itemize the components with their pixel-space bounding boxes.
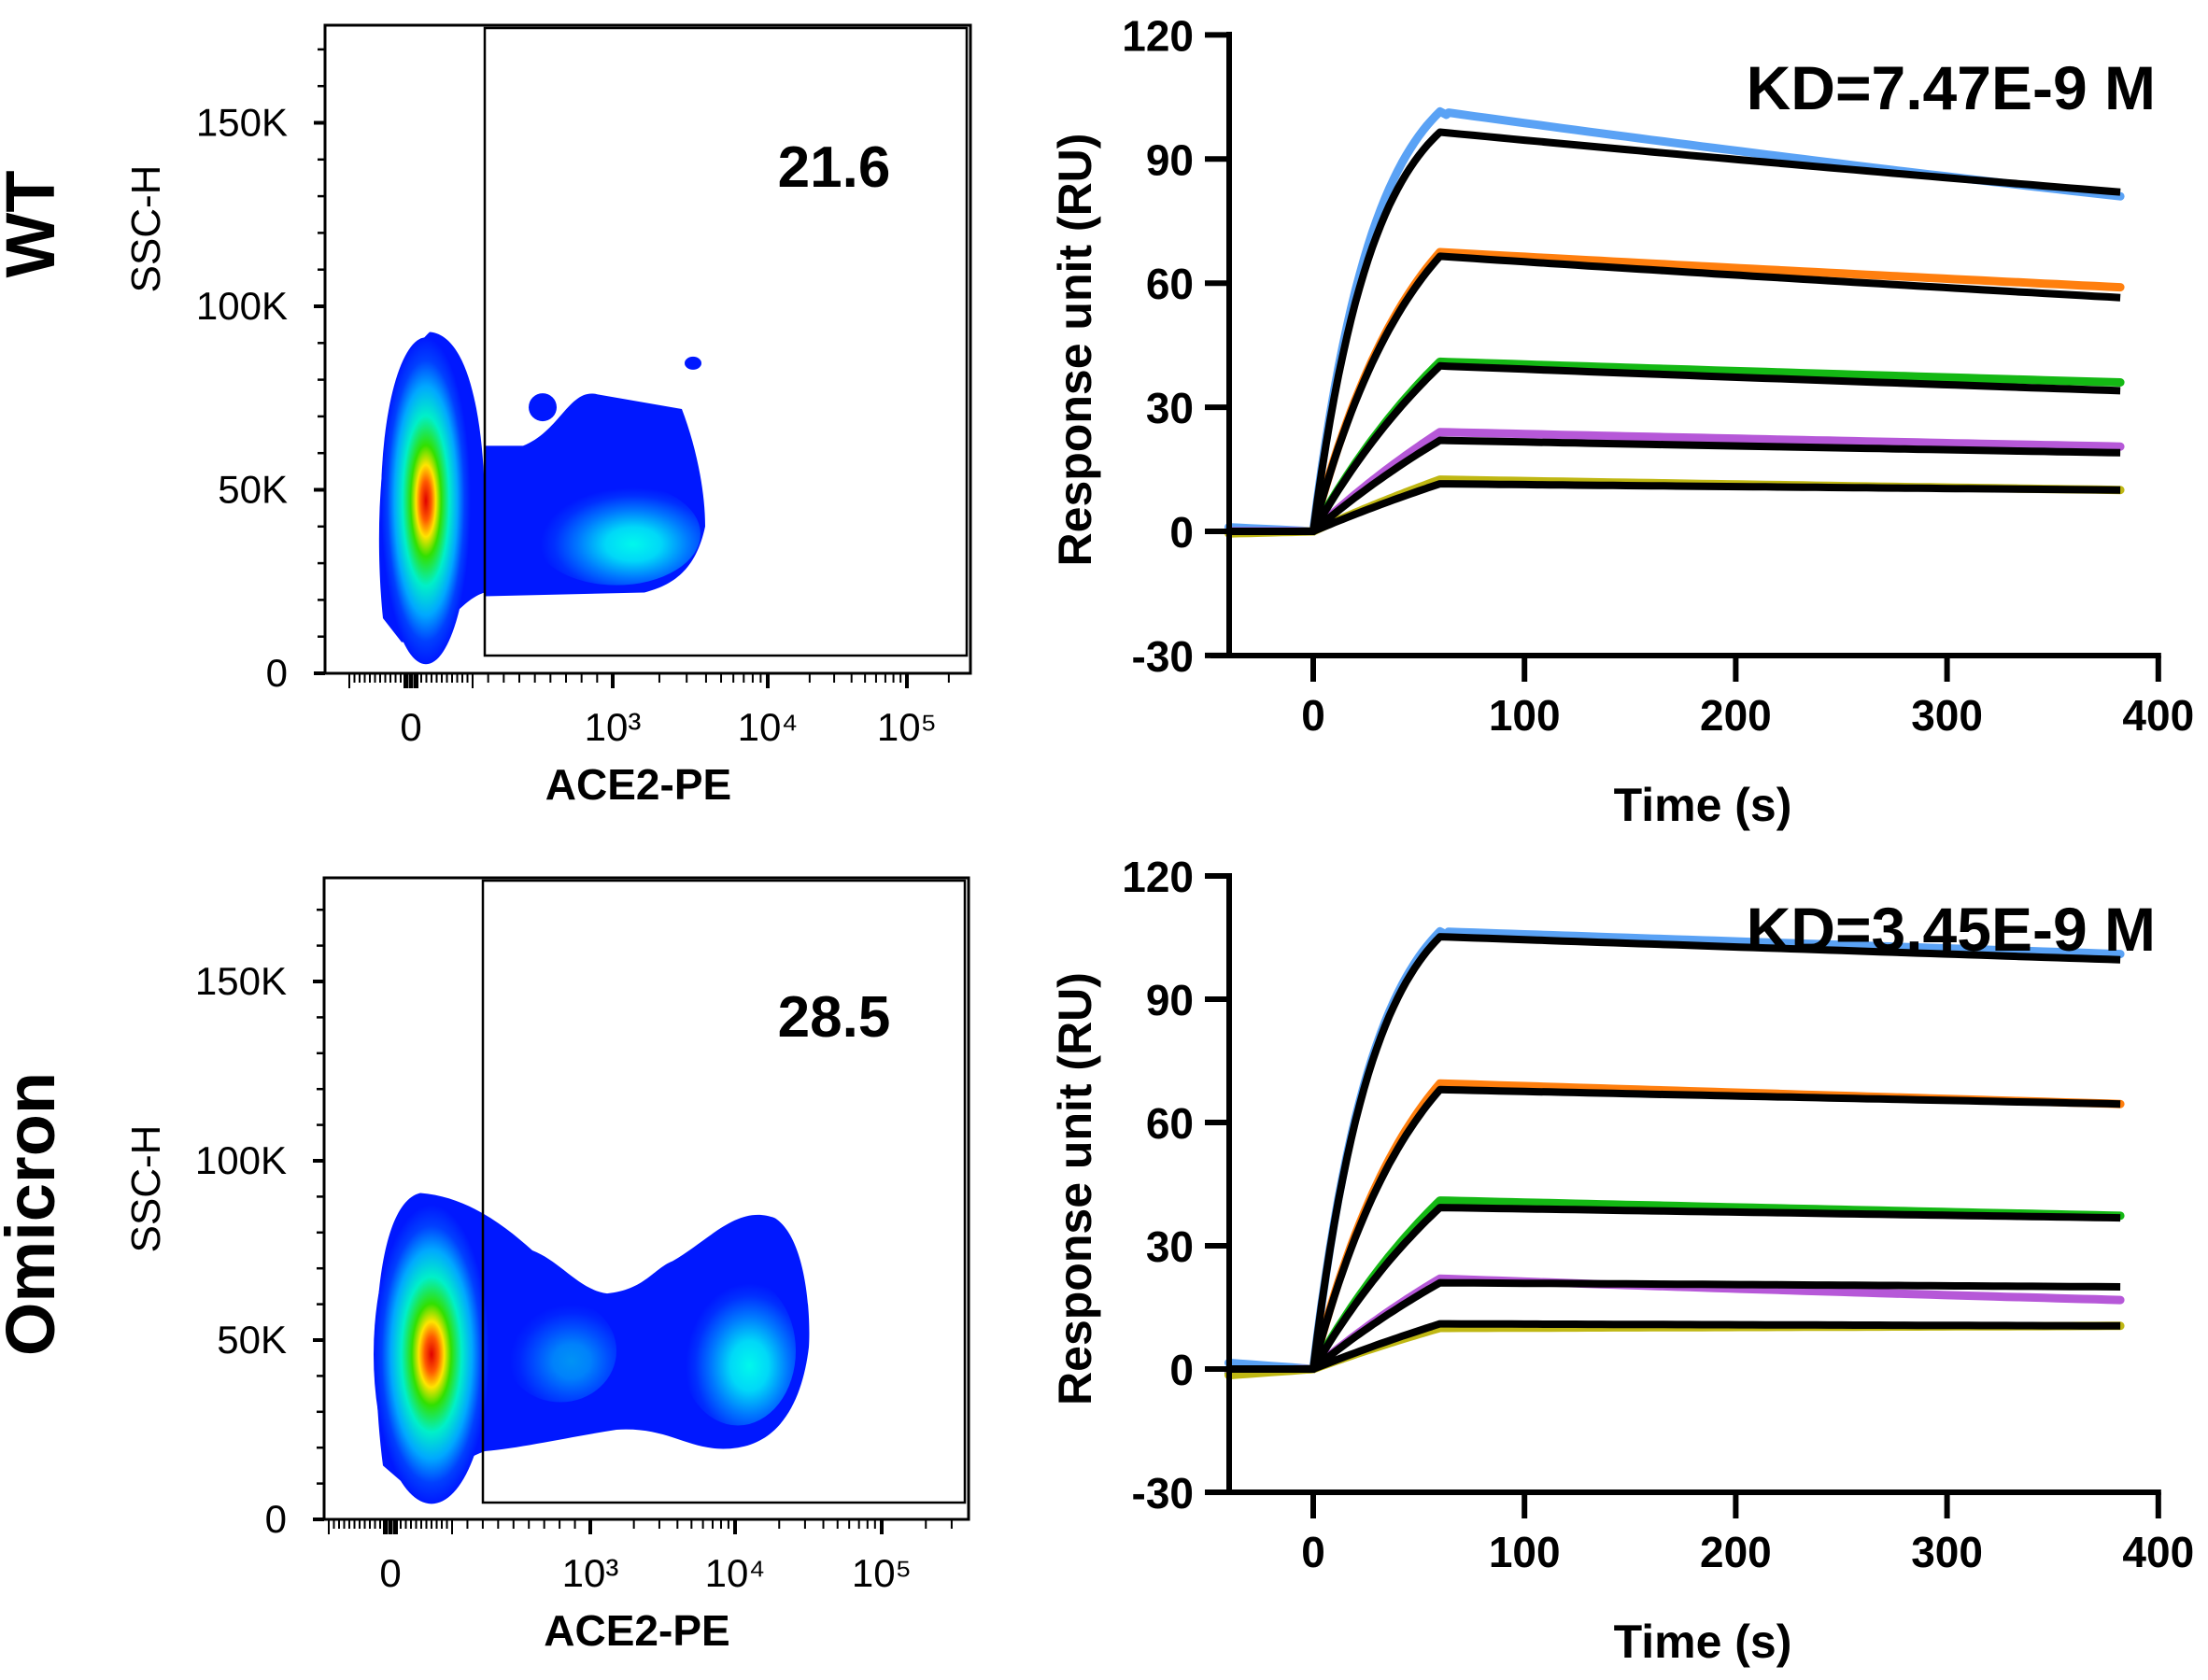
x-tick-label: 10⁵: [852, 1551, 912, 1595]
y-tick-label: 60: [1146, 260, 1194, 308]
x-tick-label: 10⁴: [738, 705, 799, 749]
fit-line-fit-3: [1228, 1204, 2121, 1373]
fit-line-fit-3: [1228, 361, 2121, 535]
plot-frame: [323, 23, 972, 675]
y-tick-label: 120: [1122, 11, 1194, 60]
x-tick-label: 400: [2122, 691, 2194, 740]
gate-rectangle: [481, 879, 967, 1504]
density-outlier: [529, 393, 557, 422]
fit-line-fit-4: [1228, 1278, 2121, 1373]
y-tick-label: 150K: [196, 101, 288, 145]
x-tick-label: 100: [1489, 1528, 1561, 1576]
row-label-omicron: Omicron: [0, 1072, 69, 1356]
y-tick-label: 0: [1169, 1346, 1194, 1394]
gate-rectangle: [483, 26, 969, 657]
x-tick-label: 400: [2122, 1528, 2194, 1576]
y-tick-label: 90: [1146, 135, 1194, 184]
y-tick-label: 0: [266, 651, 288, 695]
y-tick-label: 60: [1146, 1099, 1194, 1148]
x-tick-label: 10³: [585, 705, 642, 749]
fit-line-fit-2: [1228, 1085, 2121, 1373]
flow-plot-wt: 21.6 0 50K 100K 150K 0 10³ 10⁴ 10⁵ ACE2-PE SSC-H: [123, 23, 972, 809]
kd-annotation: KD=7.47E-9 M: [1747, 53, 2156, 122]
data-series: [1224, 926, 2125, 1380]
x-tick-label: 0: [379, 1551, 401, 1595]
x-tick-label: 10⁴: [705, 1551, 766, 1595]
fit-line-fit-5: [1228, 480, 2121, 535]
x-tick-label: 200: [1700, 1528, 1772, 1576]
fit-line-fit-4: [1228, 436, 2121, 535]
y-tick-label: 30: [1146, 384, 1194, 432]
y-tick-label: 0: [1169, 508, 1194, 557]
fit-line-fit-1: [1228, 128, 2121, 535]
y-tick-label: -30: [1132, 632, 1194, 681]
x-tick-label: 10³: [562, 1551, 619, 1595]
plot-frame: [322, 876, 970, 1521]
density-negative-core: [374, 1205, 489, 1504]
density-map: [378, 332, 705, 665]
density-positive-core: [680, 1276, 796, 1426]
fit-line-fit-5: [1228, 1320, 2121, 1373]
gate-percentage: 28.5: [778, 985, 891, 1050]
y-tick-label: 100K: [195, 1138, 287, 1182]
fit-curves: [1228, 128, 2121, 535]
y-tick-label: 50K: [217, 1318, 287, 1362]
y-tick-label: 120: [1122, 853, 1194, 901]
fit-line-fit-2: [1228, 252, 2121, 535]
x-tick-label: 100: [1489, 691, 1561, 740]
y-tick-label: 150K: [195, 959, 287, 1003]
y-tick-label: 0: [265, 1497, 287, 1541]
x-tick-label: 0: [1301, 1528, 1325, 1576]
y-tick-label: -30: [1132, 1469, 1194, 1518]
x-tick-label: 10⁵: [877, 705, 937, 749]
kd-annotation: KD=3.45E-9 M: [1747, 895, 2156, 964]
fit-curves: [1228, 933, 2121, 1373]
x-axis-title: ACE2-PE: [545, 760, 731, 809]
y-tick-label: 30: [1146, 1222, 1194, 1271]
density-outlier: [685, 356, 701, 370]
series-line-conc-1: [1224, 106, 2125, 536]
spr-plot-omicron: -30 0 30 60 90 120 0 100 200 300 400 Time (s) Respon…: [1049, 853, 2194, 1668]
x-tick-label: 200: [1700, 691, 1772, 740]
data-series: [1224, 106, 2125, 538]
x-tick-label: 300: [1911, 1528, 1983, 1576]
gate-percentage: 21.6: [778, 135, 891, 200]
fit-line-fit-1: [1228, 933, 2121, 1373]
y-axis-title: Response unit (RU): [1049, 972, 1101, 1405]
spr-plot-wt: -30 0 30 60 90 120 0 100 200 300 400 Time (s) Respon…: [1049, 11, 2194, 831]
y-tick-label: 50K: [218, 468, 288, 512]
y-axis-title: Response unit (RU): [1049, 134, 1101, 567]
y-axis-title: SSC-H: [123, 1125, 169, 1253]
density-bridge: [504, 1299, 616, 1403]
y-tick-label: 90: [1146, 976, 1194, 1024]
density-positive-core: [532, 482, 701, 586]
x-axis-title: Time (s): [1614, 779, 1792, 831]
series-line-conc-1: [1224, 926, 2125, 1374]
flow-plot-omicron: 28.5 0 50K 100K 150K 0 10³ 10⁴ 10⁵ ACE2-PE SSC-H: [123, 876, 970, 1655]
density-negative-core: [381, 337, 471, 665]
y-axis-title: SSC-H: [123, 165, 169, 293]
density-map: [374, 1193, 810, 1504]
row-label-wt: WT: [0, 170, 69, 277]
x-tick-label: 0: [1301, 691, 1325, 740]
x-tick-label: 0: [400, 705, 421, 749]
y-tick-label: 100K: [196, 284, 288, 328]
x-tick-label: 300: [1911, 691, 1983, 740]
x-axis-title: Time (s): [1614, 1616, 1792, 1668]
x-axis-title: ACE2-PE: [544, 1606, 729, 1655]
